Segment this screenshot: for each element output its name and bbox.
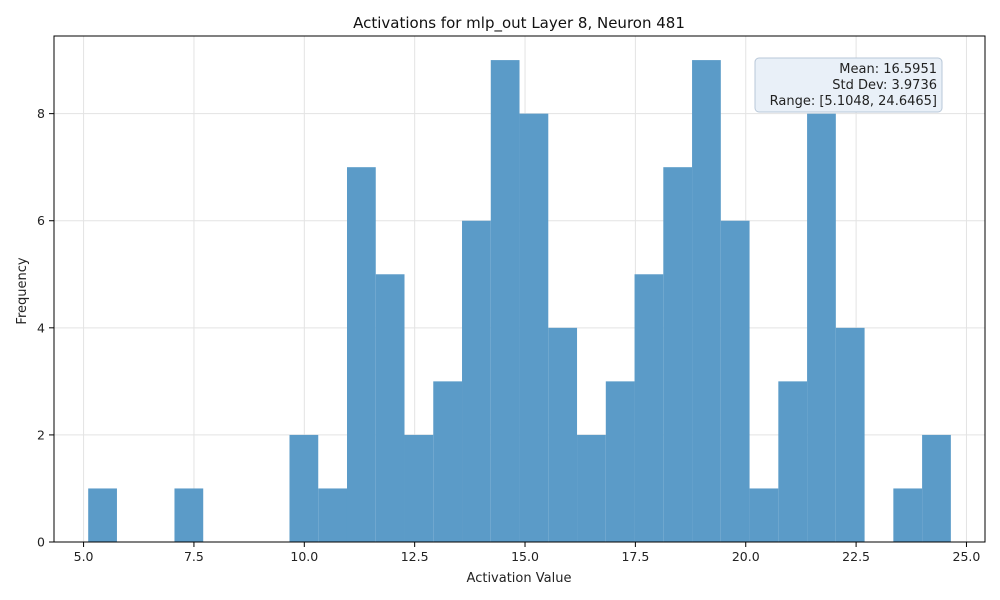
histogram-bar <box>634 274 664 542</box>
x-axis-label: Activation Value <box>467 571 572 586</box>
histogram-bar <box>174 488 204 542</box>
histogram-bar <box>807 113 836 543</box>
x-tick-label: 7.5 <box>184 549 204 564</box>
histogram-bar <box>490 60 520 542</box>
y-tick-label: 6 <box>37 213 45 228</box>
histogram-bar <box>318 488 347 542</box>
histogram-bar <box>922 434 951 542</box>
histogram-bar <box>462 220 491 542</box>
histogram-bar <box>893 488 923 542</box>
stats-box-background <box>754 57 943 113</box>
x-tick-label: 22.5 <box>842 549 870 564</box>
stats-box: Mean: 16.5951 Std Dev: 3.9736 Range: [5.… <box>754 57 943 113</box>
histogram-bar <box>519 113 549 543</box>
histogram-bar <box>375 274 405 542</box>
histogram-bar <box>778 381 808 542</box>
x-tick-label: 17.5 <box>621 549 649 564</box>
x-tick-label: 15.0 <box>511 549 539 564</box>
chart-title: Activations for mlp_out Layer 8, Neuron … <box>353 14 685 33</box>
histogram-bar <box>692 60 721 542</box>
histogram-bar <box>663 167 693 542</box>
x-tick-label: 25.0 <box>953 549 981 564</box>
x-tick-label: 5.0 <box>74 549 94 564</box>
y-tick-label: 4 <box>37 320 45 335</box>
histogram-bar <box>346 167 376 542</box>
histogram-bar <box>749 488 779 542</box>
x-tick-label: 10.0 <box>290 549 318 564</box>
x-tick-label: 20.0 <box>732 549 760 564</box>
stats-mean: Mean: 16.5951 <box>839 62 937 77</box>
histogram-bar <box>835 327 865 542</box>
y-axis-label: Frequency <box>15 257 30 324</box>
histogram-bar <box>720 220 750 542</box>
histogram-bars <box>88 60 951 543</box>
y-tick-label: 8 <box>37 106 45 121</box>
histogram-bar <box>289 434 319 542</box>
histogram-bar <box>404 434 434 542</box>
histogram-bar <box>577 434 606 542</box>
histogram-bar <box>433 381 463 542</box>
histogram-bar <box>548 327 578 542</box>
y-tick-label: 2 <box>37 427 45 442</box>
stats-std-dev: Std Dev: 3.9736 <box>832 78 937 93</box>
stats-range: Range: [5.1048, 24.6465] <box>770 94 937 109</box>
y-tick-label: 0 <box>37 535 45 550</box>
x-axis-ticks: 5.0 7.5 10.0 12.5 15.0 17.5 20.0 22.5 25.0 <box>74 542 981 564</box>
histogram-bar <box>605 381 635 542</box>
x-tick-label: 12.5 <box>401 549 429 564</box>
histogram-bar <box>88 488 117 542</box>
plot-frame <box>53 35 986 543</box>
y-axis-ticks: 0 2 4 6 8 <box>37 106 54 550</box>
